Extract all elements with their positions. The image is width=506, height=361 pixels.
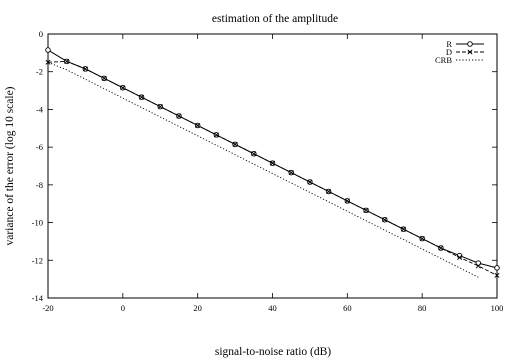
data-point-d bbox=[344, 198, 350, 204]
legend-label-d: D bbox=[446, 47, 452, 57]
series-line-r bbox=[47, 49, 498, 269]
data-point-d bbox=[288, 170, 294, 176]
x-tick-label: 60 bbox=[343, 303, 352, 313]
data-point-d bbox=[457, 254, 463, 260]
data-point-d bbox=[82, 66, 88, 72]
y-tick-label: 0 bbox=[39, 29, 43, 39]
data-point-d bbox=[195, 122, 201, 128]
x-tick-label: 40 bbox=[268, 303, 277, 313]
data-point-d bbox=[101, 75, 107, 81]
x-tick-label: 0 bbox=[121, 303, 125, 313]
y-tick-label: -14 bbox=[32, 293, 44, 303]
data-point-d bbox=[213, 132, 219, 138]
legend-label-r: R bbox=[446, 39, 452, 49]
plot-frame bbox=[47, 33, 498, 299]
legend-label-crb: CRB bbox=[435, 55, 452, 65]
data-point-r bbox=[45, 47, 51, 53]
data-point-r bbox=[494, 265, 500, 271]
series-layer bbox=[45, 47, 500, 278]
data-point-d bbox=[475, 263, 481, 269]
x-tick-label: 20 bbox=[193, 303, 202, 313]
data-point-d bbox=[157, 104, 163, 110]
data-point-d bbox=[64, 58, 70, 64]
data-point-d bbox=[419, 236, 425, 242]
y-tick-label: -4 bbox=[36, 104, 44, 114]
data-point-d bbox=[269, 160, 276, 166]
series-line-crb bbox=[47, 61, 479, 278]
data-point-d bbox=[363, 207, 369, 213]
legend-marker-r bbox=[467, 41, 473, 47]
x-axis-label: signal-to-noise ratio (dB) bbox=[215, 346, 331, 358]
data-point-d bbox=[176, 113, 182, 119]
x-tick-label: -20 bbox=[42, 303, 53, 313]
y-tick-label: -2 bbox=[36, 67, 43, 77]
y-tick-label: -12 bbox=[32, 255, 43, 265]
data-point-d bbox=[400, 226, 406, 232]
data-point-d bbox=[120, 85, 126, 91]
data-point-d bbox=[382, 217, 388, 223]
axis-ticks: -20 0 20 40 60 80 100 0 -2 -4 -6 -8 -10 -12 -14 bbox=[32, 29, 504, 313]
y-tick-label: -6 bbox=[36, 142, 43, 152]
data-point-d bbox=[232, 141, 238, 147]
y-tick-label: -8 bbox=[36, 180, 43, 190]
data-point-d bbox=[139, 94, 145, 100]
y-tick-label: -10 bbox=[32, 218, 43, 228]
data-point-d bbox=[326, 188, 332, 194]
x-tick-label: 80 bbox=[418, 303, 427, 313]
data-point-d bbox=[251, 151, 257, 157]
series-line-d bbox=[47, 60, 498, 276]
data-point-d bbox=[307, 179, 313, 185]
y-axis-label: variance of the error (log 10 scale) bbox=[4, 86, 16, 245]
legend-marker-d bbox=[467, 49, 473, 55]
x-tick-label: 100 bbox=[491, 303, 504, 313]
chart-title: estimation of the amplitude bbox=[212, 13, 338, 25]
data-point-d bbox=[45, 59, 51, 65]
data-point-d bbox=[494, 272, 500, 278]
data-point-d bbox=[438, 245, 444, 251]
